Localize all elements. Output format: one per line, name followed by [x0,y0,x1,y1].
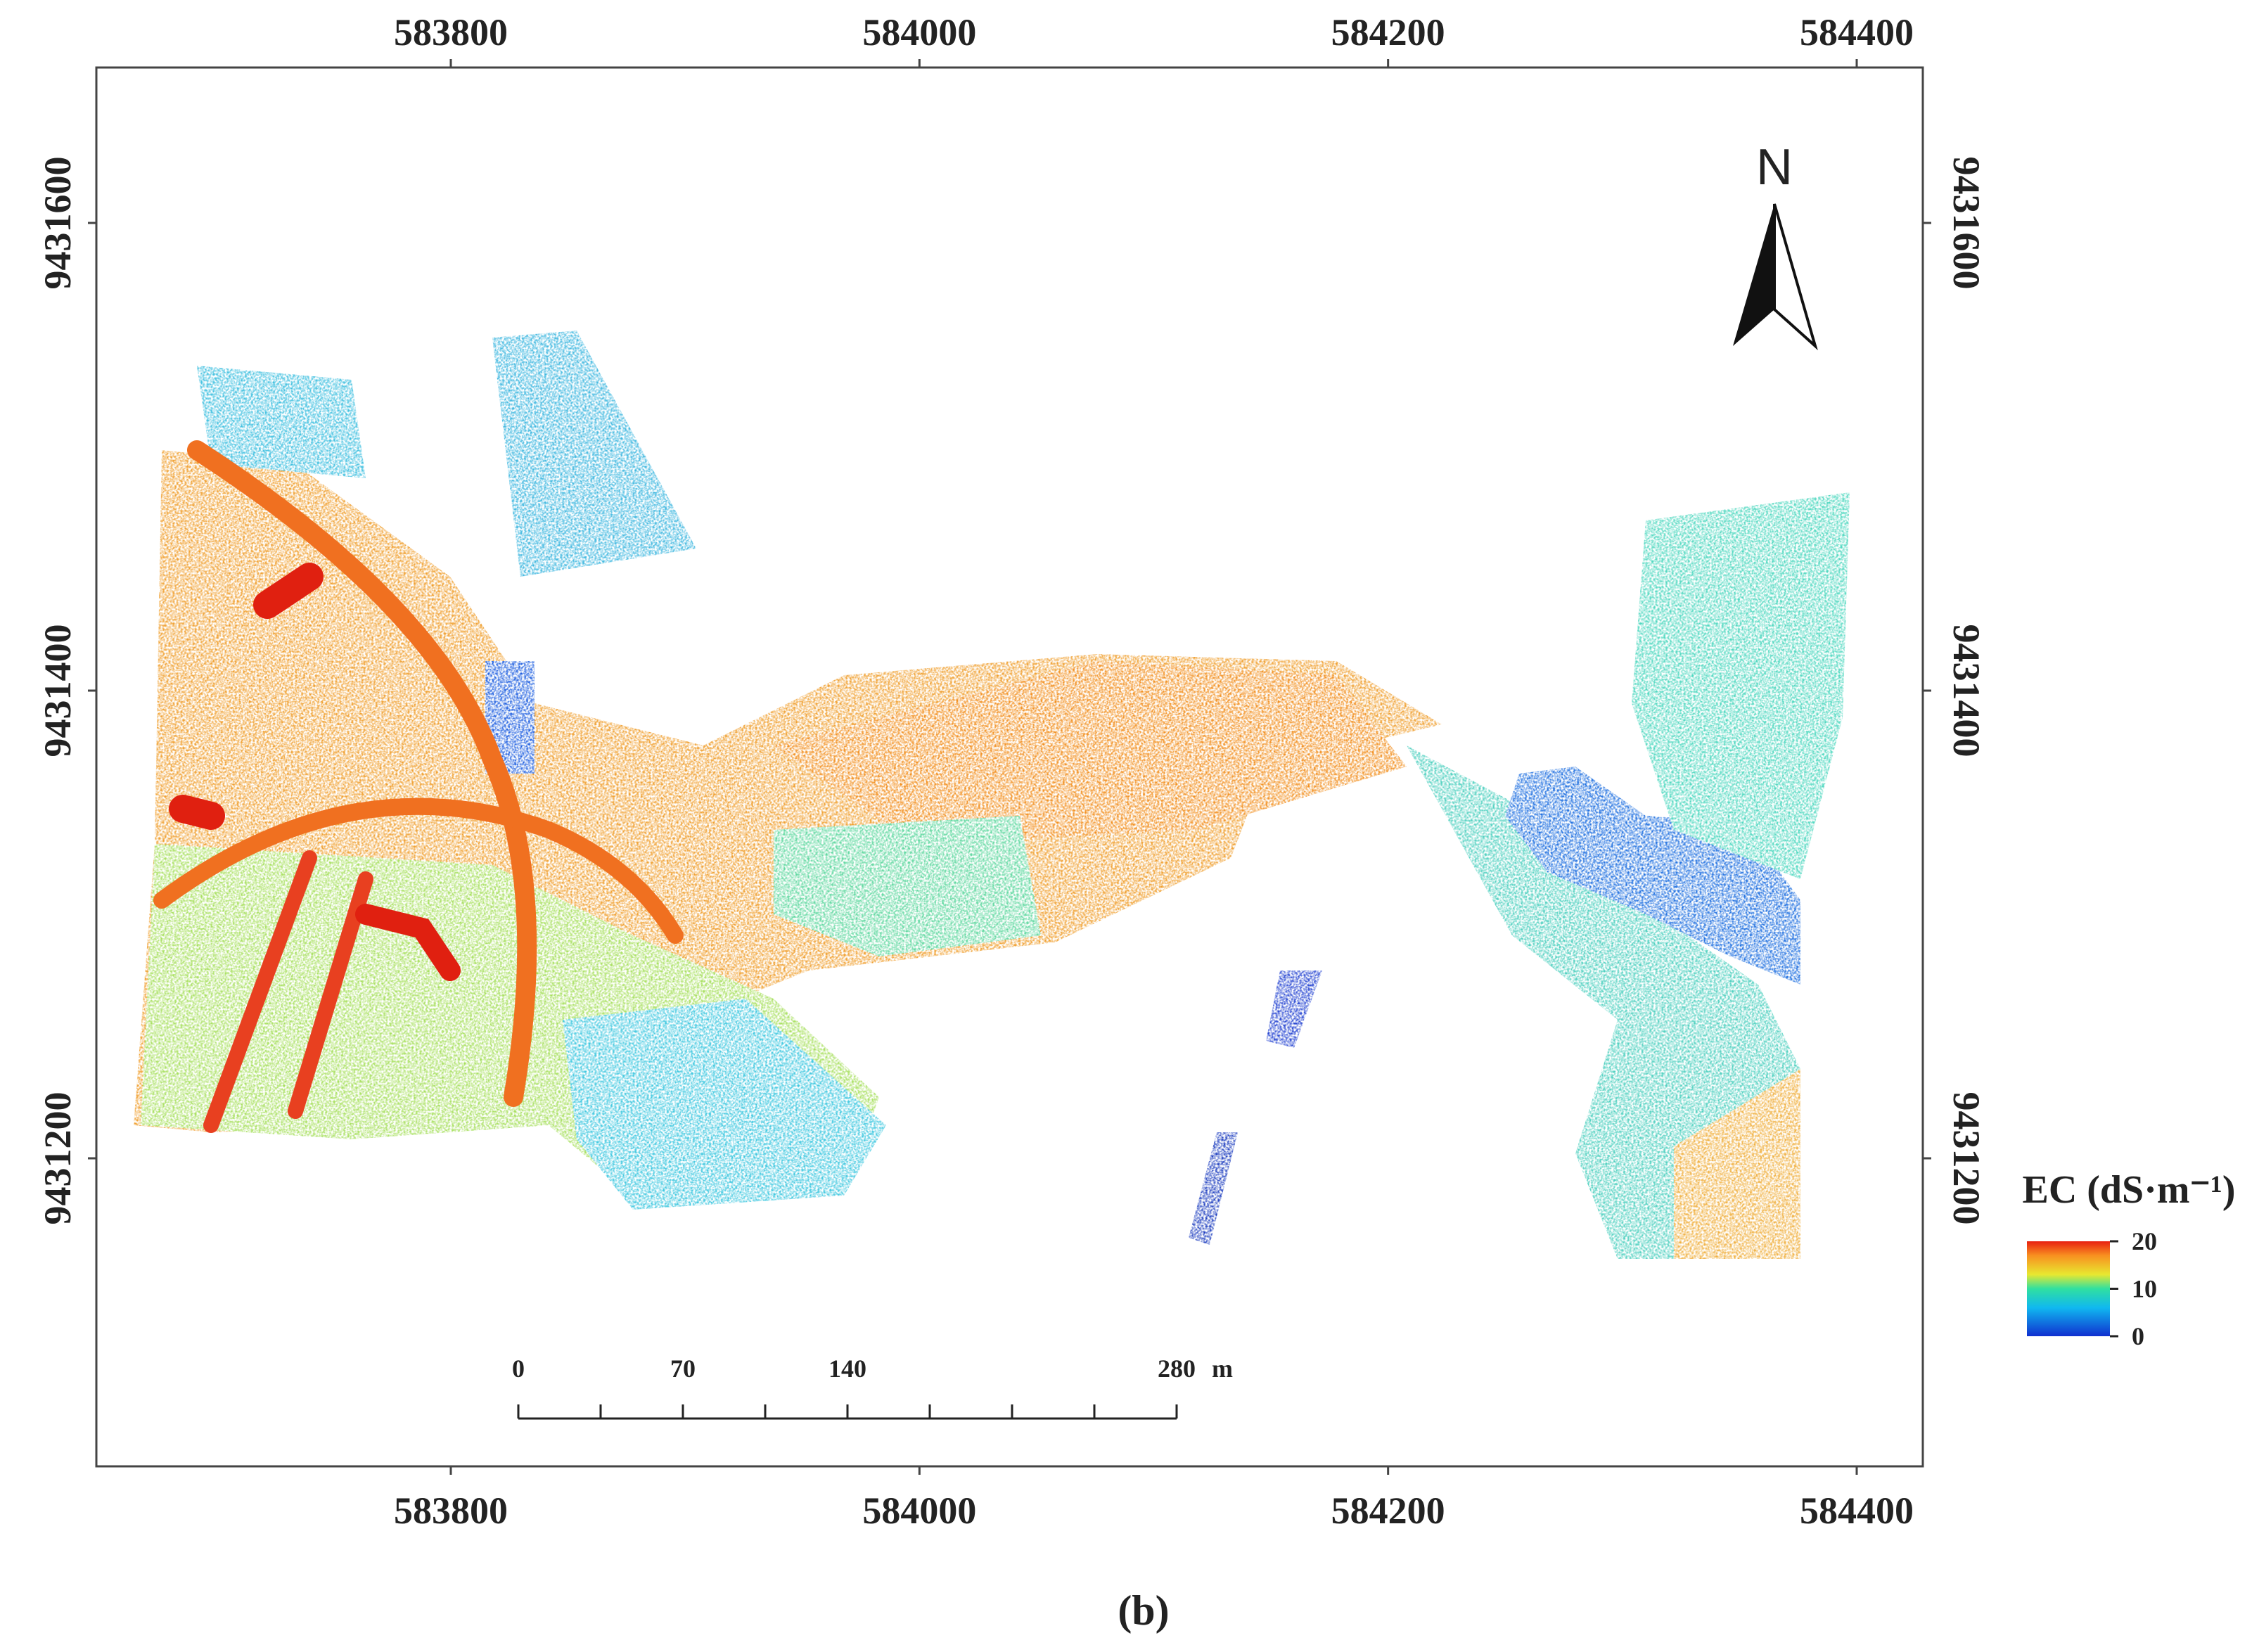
y-tick-label-left: 9431200 [37,1092,79,1225]
x-tick-label-bottom: 584200 [1331,1490,1445,1532]
scale-unit: m [1212,1355,1233,1383]
x-tick-label-bottom: 584000 [862,1490,976,1532]
y-tick-label-right: 9431600 [1945,157,1988,290]
roads [153,440,684,1133]
y-tick-label-right: 9431200 [1945,1092,1988,1225]
y-tick-label-right: 9431400 [1945,625,1988,757]
legend-tick-label: 0 [2132,1322,2144,1350]
x-tick-label-bottom: 583800 [394,1490,508,1532]
scale-label: 70 [670,1355,696,1383]
legend-tick-label: 20 [2132,1227,2157,1255]
ec-raster [134,331,1850,1259]
caption: (b) [1118,1587,1169,1634]
x-tick-label-top: 584400 [1800,11,1914,53]
legend-colorbar [2027,1241,2110,1336]
north-arrow: N [1733,139,1818,351]
scale-label: 280 [1158,1355,1196,1383]
legend-title: EC (dS·m⁻¹) [2022,1168,2235,1212]
x-tick-label-top: 584000 [862,11,976,53]
legend-tick-label: 10 [2132,1275,2157,1303]
x-tick-label-top: 583800 [394,11,508,53]
x-tick-label-top: 584200 [1331,11,1445,53]
x-tick-label-bottom: 584400 [1800,1490,1914,1532]
legend-ticks: 20 10 0 [2110,1227,2157,1350]
axes: 583800 583800 584000 584000 584200 584200 5844… [37,11,1988,1532]
scale-label: 140 [828,1355,866,1383]
scale-label: 0 [512,1355,525,1383]
north-label: N [1756,139,1793,196]
north-arrow-left [1733,204,1774,346]
north-arrow-right [1773,203,1818,351]
scale-bar: 0 70 140 280 m [512,1355,1233,1420]
y-tick-label-left: 9431400 [37,625,79,757]
y-tick-label-left: 9431600 [37,157,79,290]
